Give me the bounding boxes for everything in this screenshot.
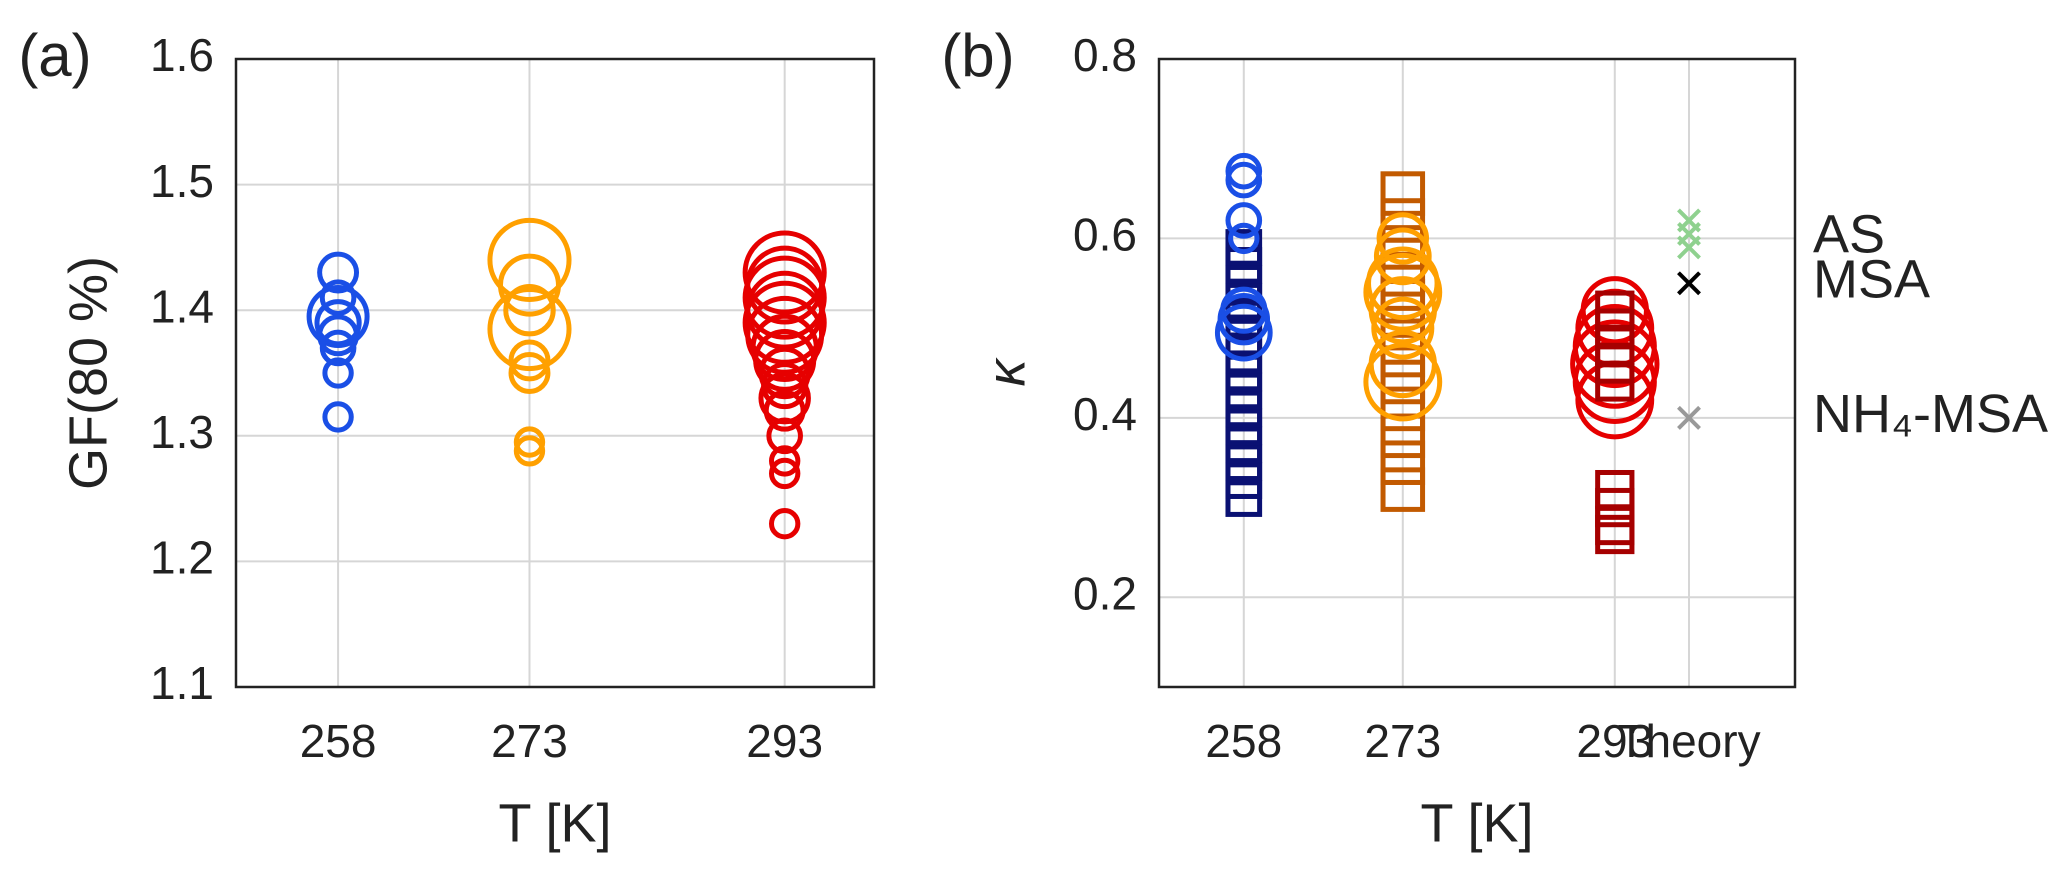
x-tick-label: Theory [1617, 715, 1760, 767]
square-marker [1380, 198, 1426, 243]
x-tick-label: 258 [1205, 715, 1282, 767]
x-tick-label: 273 [1364, 715, 1441, 767]
bubble [753, 328, 817, 392]
bubble [1363, 252, 1443, 332]
y-tick-label: 1.6 [150, 29, 214, 81]
bubble [503, 283, 556, 337]
bubble [513, 426, 546, 458]
bubble [317, 251, 360, 294]
annotation: MSA [1813, 250, 1930, 310]
y-tick-label: 0.8 [1073, 29, 1137, 81]
cross-marker [1677, 271, 1701, 296]
bubble [1368, 276, 1437, 345]
square-marker [1380, 332, 1426, 378]
bubble [319, 279, 357, 316]
bubble [1225, 202, 1263, 239]
square-marker [1380, 440, 1426, 485]
panel-label: (b) [941, 22, 1014, 89]
square-marker [1595, 469, 1635, 510]
bubble [317, 314, 360, 357]
bubble [769, 457, 801, 490]
y-tick-label: 0.2 [1073, 567, 1137, 619]
x-tick-label: 258 [300, 715, 377, 767]
square-marker [1380, 467, 1426, 512]
bubble [742, 230, 827, 315]
cross-marker [1677, 235, 1701, 260]
bubble [319, 329, 357, 367]
y-tick-label: 1.1 [150, 657, 214, 709]
bubble [508, 352, 551, 394]
bubble [758, 346, 811, 400]
annotation: AS [1813, 205, 1885, 265]
bubble [763, 389, 806, 432]
bubble [497, 253, 561, 317]
y-tick-label: 1.2 [150, 532, 214, 584]
bubble [1376, 212, 1430, 265]
y-tick-label: 0.6 [1073, 209, 1137, 261]
bubble [322, 401, 354, 433]
bubble [314, 299, 362, 347]
square-marker [1595, 290, 1635, 330]
square-marker [1380, 413, 1426, 459]
x-tick-label: 273 [491, 715, 568, 767]
bubble [322, 357, 354, 389]
x-axis-label: T [K] [1420, 793, 1533, 853]
axes-box [1157, 57, 1797, 689]
bubble [513, 435, 546, 467]
bubble [1371, 296, 1435, 360]
bubble [769, 445, 801, 477]
square-marker [1380, 359, 1426, 405]
x-axis-label: T [K] [498, 793, 611, 853]
bubble [1572, 339, 1657, 425]
y-axis-label: κ [976, 357, 1036, 387]
y-tick-label: 1.3 [150, 406, 214, 458]
bubble [1373, 227, 1432, 286]
x-tick-label: 293 [746, 715, 823, 767]
bubble [487, 217, 572, 302]
y-tick-label: 1.5 [150, 155, 214, 207]
square-marker [1380, 305, 1426, 351]
axes-box [234, 57, 876, 689]
bubble [487, 287, 572, 372]
y-axis-label: GF(80 %) [58, 256, 118, 490]
cross-marker [1677, 405, 1701, 430]
square-marker [1380, 386, 1426, 432]
square-marker [1225, 229, 1263, 266]
y-tick-label: 1.4 [150, 280, 214, 332]
bubble [1363, 342, 1443, 422]
bubble [769, 508, 801, 540]
annotation: NH₄-MSA [1813, 384, 2048, 444]
bubble [1570, 319, 1660, 409]
panel-label: (a) [18, 22, 91, 89]
bubble [750, 313, 819, 383]
bubble [508, 339, 551, 382]
x-tick-label: 293 [1576, 715, 1653, 767]
bubble [742, 255, 827, 340]
y-tick-label: 0.4 [1073, 388, 1137, 440]
bubble [1214, 303, 1273, 362]
bubble [1228, 222, 1260, 255]
bubble [766, 417, 803, 455]
bubble [1225, 161, 1263, 199]
